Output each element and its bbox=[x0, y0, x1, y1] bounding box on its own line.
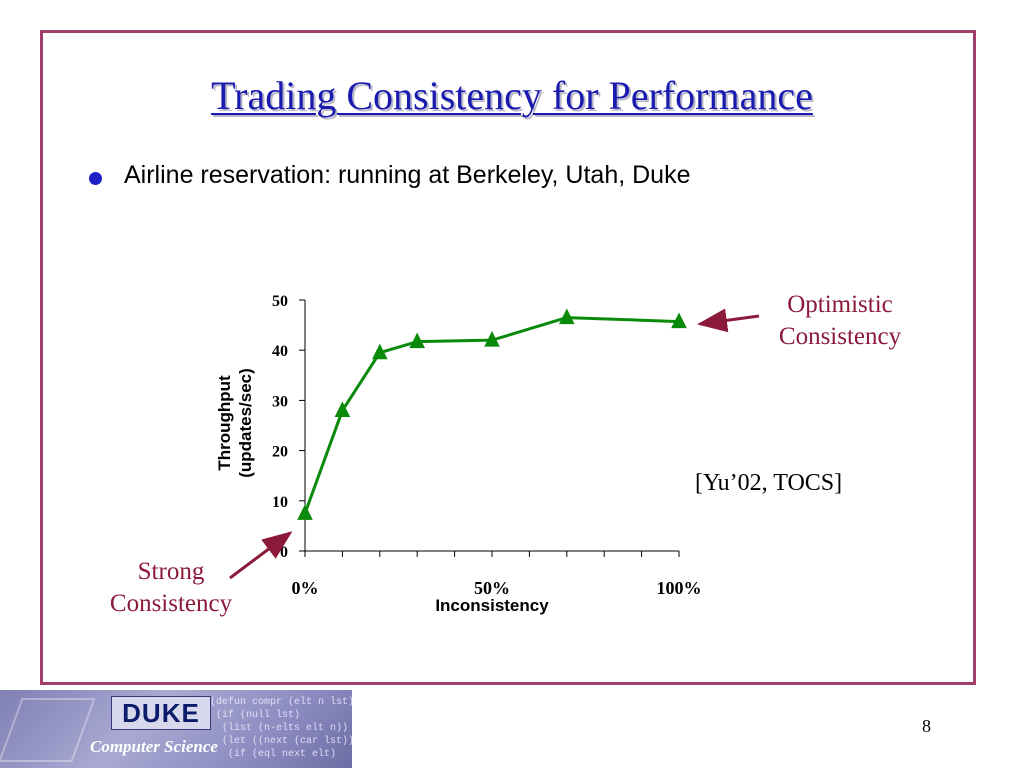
y-axis-label-line1: Throughput bbox=[215, 375, 234, 471]
strong-arrow bbox=[229, 531, 293, 580]
logo-decoration bbox=[0, 698, 96, 762]
slide-title: Trading Consistency for Performance bbox=[211, 73, 813, 118]
x-tick-label: 100% bbox=[657, 578, 702, 598]
annotation-line: Optimistic bbox=[787, 291, 893, 318]
y-tick-label: 50 bbox=[272, 293, 288, 310]
duke-cs-logo: (defun compr (elt n lst) (if (null lst) … bbox=[0, 690, 352, 768]
data-point-triangle bbox=[671, 312, 687, 329]
strong-consistency-annotation: Strong Consistency bbox=[86, 556, 256, 620]
annotation-line: Strong bbox=[137, 558, 205, 585]
data-point-triangle bbox=[334, 401, 351, 417]
y-tick-label: 40 bbox=[272, 343, 288, 360]
y-tick-label: 0 bbox=[280, 544, 288, 561]
x-axis-label: Inconsistency bbox=[435, 596, 549, 615]
y-tick-label: 30 bbox=[272, 393, 288, 410]
logo-duke-text: DUKE bbox=[111, 696, 211, 730]
slide-frame bbox=[40, 30, 976, 685]
data-point-triangle bbox=[297, 504, 313, 520]
bullet-icon bbox=[89, 172, 102, 185]
x-tick-label: 50% bbox=[474, 578, 510, 598]
annotation-line: Consistency bbox=[778, 323, 902, 350]
optimistic-arrow bbox=[697, 308, 760, 333]
data-point-triangle bbox=[409, 332, 426, 349]
logo-subtitle: Computer Science bbox=[90, 737, 218, 756]
annotation-line: Consistency bbox=[109, 590, 233, 617]
x-tick-label: 0% bbox=[292, 578, 319, 598]
chart-ticks: 0 10 20 30 40 50 0% 50% 100% bbox=[272, 293, 702, 598]
y-tick-label: 20 bbox=[272, 444, 288, 461]
optimistic-consistency-annotation: Optimistic Consistency bbox=[755, 289, 925, 353]
page-number: 8 bbox=[922, 716, 931, 736]
data-point-triangle bbox=[558, 308, 575, 325]
chart-series bbox=[297, 308, 687, 520]
series-line bbox=[303, 316, 680, 514]
citation: [Yu’02, TOCS] bbox=[695, 470, 843, 496]
bullet-text: Airline reservation: running at Berkeley… bbox=[124, 161, 691, 189]
logo-code-text: (defun compr (elt n lst) (if (null lst) … bbox=[210, 697, 352, 760]
y-axis-label-line2: (updates/sec) bbox=[236, 368, 255, 478]
data-point-triangle bbox=[371, 343, 388, 360]
y-tick-label: 10 bbox=[272, 494, 288, 511]
data-point-triangle bbox=[484, 331, 500, 347]
